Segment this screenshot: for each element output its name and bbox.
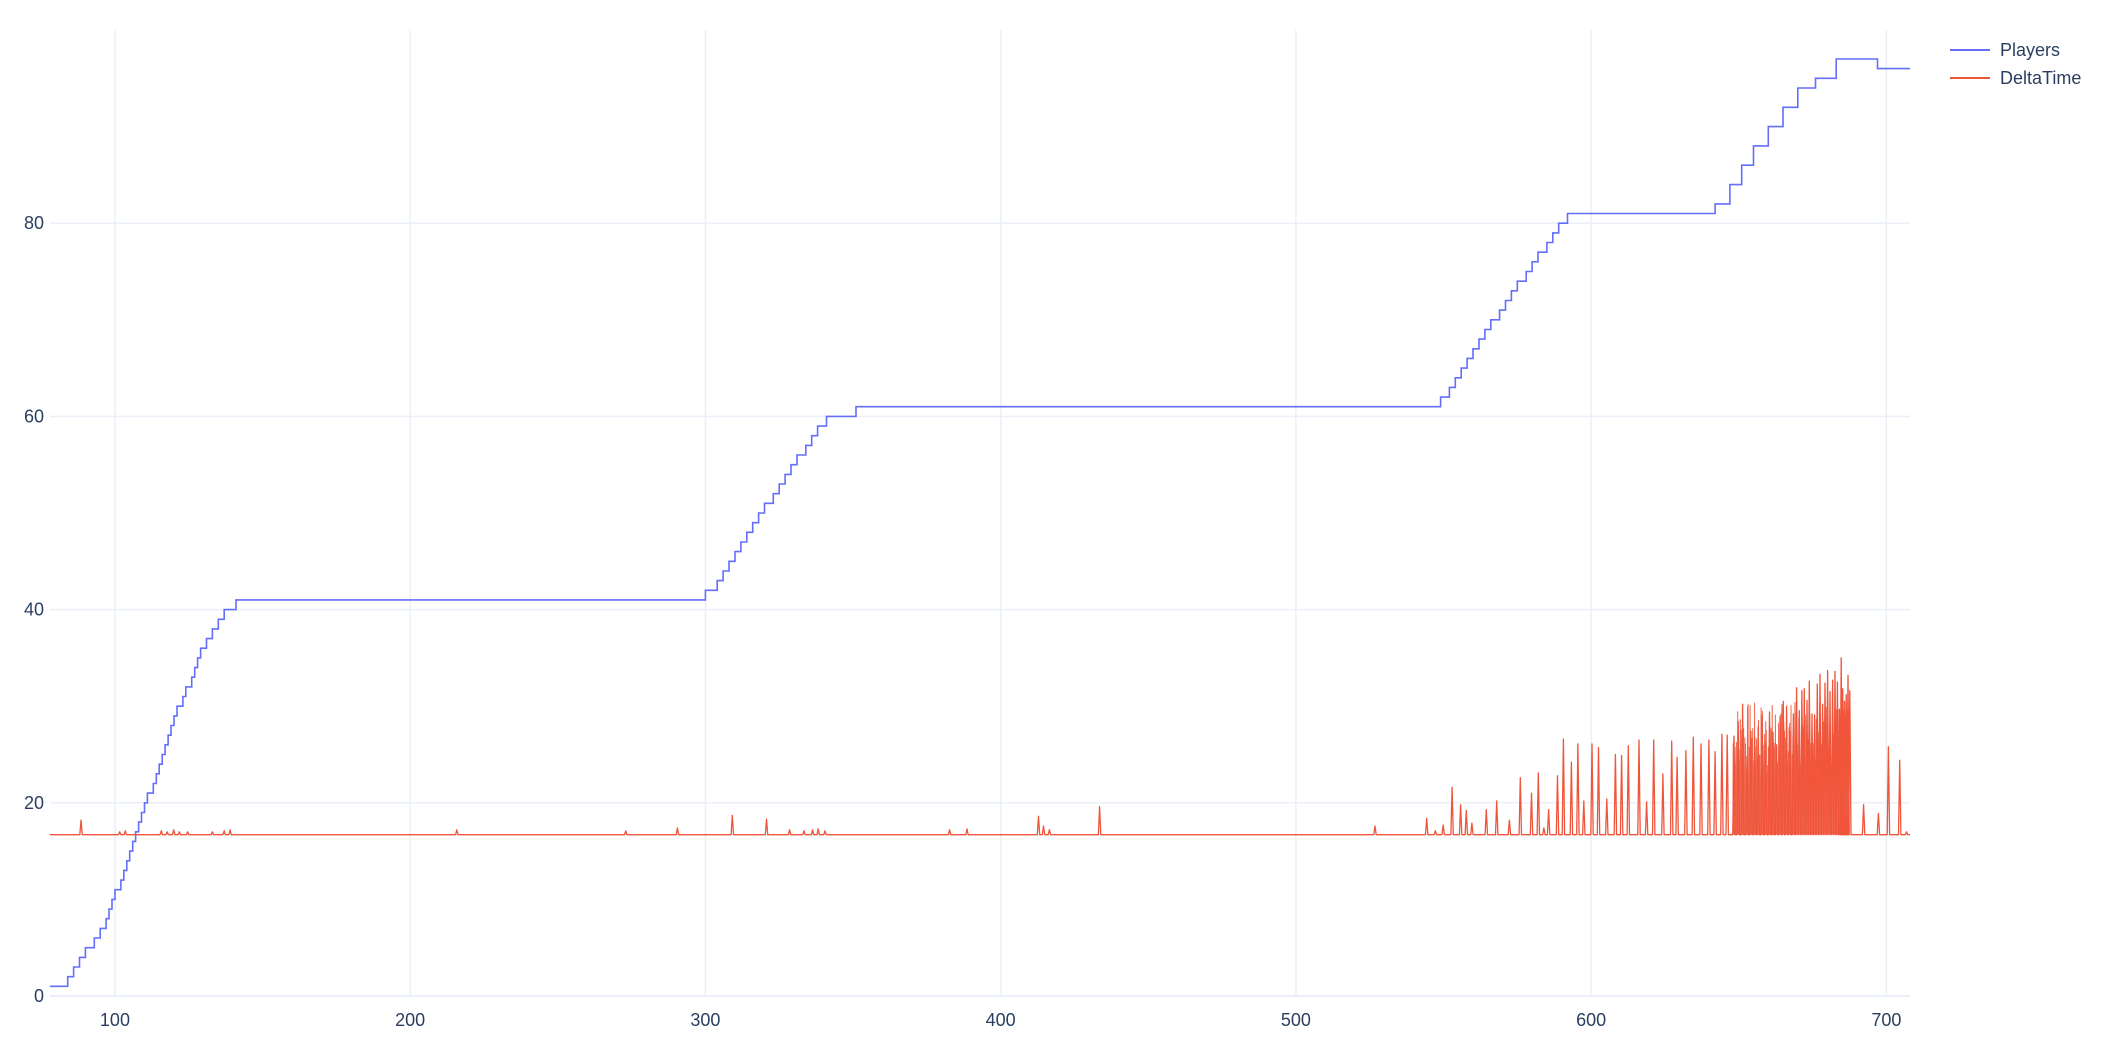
y-tick-label: 20 bbox=[24, 793, 44, 813]
y-tick-label: 0 bbox=[34, 986, 44, 1006]
x-axis-ticks: 100 200 300 400 500 600 700 bbox=[100, 1010, 1901, 1030]
y-tick-label: 40 bbox=[24, 600, 44, 620]
x-tick-label: 200 bbox=[395, 1010, 425, 1030]
series-line-players bbox=[50, 58, 1910, 988]
x-tick-label: 700 bbox=[1871, 1010, 1901, 1030]
plot-area bbox=[50, 58, 1910, 988]
legend[interactable]: Players DeltaTime bbox=[1950, 40, 2081, 88]
series-lines bbox=[50, 58, 1910, 988]
gridlines bbox=[50, 30, 1910, 997]
x-tick-label: 500 bbox=[1281, 1010, 1311, 1030]
x-tick-label: 100 bbox=[100, 1010, 130, 1030]
y-tick-label: 60 bbox=[24, 406, 44, 426]
series-line-deltatime bbox=[50, 657, 1910, 836]
y-tick-label: 80 bbox=[24, 213, 44, 233]
legend-label-deltatime: DeltaTime bbox=[2000, 68, 2081, 88]
x-tick-label: 400 bbox=[986, 1010, 1016, 1030]
series-deltatime-dense-band bbox=[1732, 702, 1850, 835]
x-tick-label: 300 bbox=[690, 1010, 720, 1030]
legend-item-players[interactable]: Players bbox=[1950, 40, 2060, 60]
x-tick-label: 600 bbox=[1576, 1010, 1606, 1030]
legend-item-deltatime[interactable]: DeltaTime bbox=[1950, 68, 2081, 88]
y-axis-ticks: 0 20 40 60 80 bbox=[24, 213, 44, 1006]
legend-label-players: Players bbox=[2000, 40, 2060, 60]
